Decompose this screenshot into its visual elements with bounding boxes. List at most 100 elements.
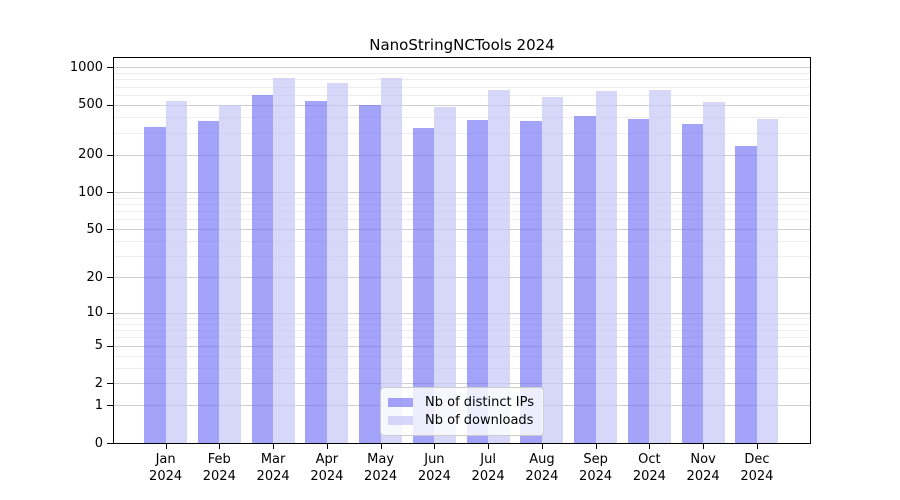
gridline-minor-3: [114, 367, 810, 369]
gridline-major-200: [114, 154, 810, 156]
bar-feb-downloads: [219, 104, 241, 443]
x-axis-month-label-sep: Sep 2024: [579, 452, 613, 484]
gridline-major-100: [114, 192, 810, 193]
bar-jul-downloads: [488, 90, 510, 443]
bar-nov-distinct-ips: [681, 124, 704, 443]
y-axis-tick-mark-200: [107, 154, 113, 156]
y-axis-tick-mark-0: [107, 443, 113, 444]
x-axis-month-label-oct: Oct 2024: [632, 452, 666, 484]
bar-jan-distinct-ips: [144, 126, 166, 443]
y-axis-tick-mark-100: [107, 192, 113, 193]
legend-swatch-distinct-ips: [388, 397, 414, 407]
legend-label-downloads: Nb of downloads: [425, 412, 534, 428]
x-axis-tick-mark-jun: [434, 444, 436, 449]
x-axis-tick-mark-feb: [219, 444, 221, 449]
bar-mar-distinct-ips: [251, 94, 274, 443]
bar-nov-downloads: [703, 101, 725, 443]
bar-mar-downloads: [273, 78, 295, 443]
y-axis-tick-label-20: 20: [86, 269, 103, 285]
bar-jul-distinct-ips: [466, 120, 489, 443]
x-axis-tick-mark-oct: [649, 444, 651, 449]
x-axis-tick-mark-jul: [488, 444, 490, 449]
y-axis-tick-label-10: 10: [86, 305, 103, 321]
gridline-minor-600: [114, 95, 810, 96]
gridline-minor-700: [114, 86, 810, 88]
x-axis-month-label-jun: Jun 2024: [417, 452, 451, 484]
y-axis-tick-label-5: 5: [94, 338, 103, 353]
bar-may-downloads: [380, 78, 403, 443]
gridline-minor-30: [114, 256, 810, 258]
bar-sep-downloads: [595, 91, 618, 443]
bar-apr-distinct-ips: [305, 101, 327, 443]
gridline-minor-8: [114, 323, 810, 325]
y-axis-tick-mark-2: [107, 383, 113, 385]
x-axis-month-label-aug: Aug 2024: [525, 452, 559, 484]
bar-jun-distinct-ips: [412, 127, 435, 443]
x-axis-tick-mark-apr: [326, 444, 328, 449]
bar-oct-downloads: [649, 89, 671, 443]
y-axis-tick-label-1000: 1000: [69, 59, 103, 75]
y-axis-tick-label-2: 2: [94, 375, 103, 391]
gridline-minor-900: [114, 72, 810, 74]
bar-feb-distinct-ips: [197, 120, 220, 443]
x-axis-tick-mark-jan: [165, 444, 167, 449]
legend-swatch-downloads: [388, 415, 414, 425]
x-axis-month-label-may: May 2024: [364, 452, 398, 484]
gridline-minor-40: [114, 241, 810, 242]
gridline-major-2: [114, 383, 810, 385]
legend-label-distinct-ips: Nb of distinct IPs: [425, 394, 534, 410]
legend: Nb of distinct IPs Nb of downloads: [380, 387, 544, 436]
y-axis-tick-label-0: 0: [94, 435, 103, 451]
gridline-minor-4: [114, 355, 810, 357]
bar-dec-downloads: [756, 118, 779, 443]
bar-dec-distinct-ips: [735, 146, 757, 443]
x-axis-tick-mark-sep: [595, 444, 597, 449]
gridline-minor-90: [114, 197, 810, 199]
bar-sep-distinct-ips: [574, 116, 596, 443]
bar-apr-downloads: [326, 83, 349, 443]
gridline-major-50: [114, 229, 810, 231]
gridline-minor-7: [114, 329, 810, 331]
bar-aug-downloads: [541, 97, 564, 443]
y-axis-tick-label-1: 1: [94, 397, 103, 413]
y-axis-tick-mark-20: [107, 277, 113, 279]
bar-aug-distinct-ips: [520, 121, 542, 443]
x-axis-month-label-jul: Jul 2024: [471, 452, 505, 484]
x-axis-tick-mark-may: [380, 444, 382, 449]
gridline-major-10: [114, 312, 810, 314]
gridline-major-20: [114, 277, 810, 279]
gridline-minor-800: [114, 79, 810, 81]
x-axis-month-label-apr: Apr 2024: [310, 452, 344, 484]
plot-area: Nb of distinct IPs Nb of downloads: [113, 57, 811, 444]
x-axis-tick-mark-dec: [756, 444, 758, 449]
legend-row-distinct-ips: Nb of distinct IPs: [388, 393, 534, 411]
gridline-minor-6: [114, 337, 810, 339]
gridline-minor-80: [114, 204, 810, 205]
gridline-minor-60: [114, 219, 810, 221]
gridline-minor-300: [114, 132, 810, 134]
y-axis-tick-label-500: 500: [78, 97, 103, 113]
bar-may-distinct-ips: [359, 105, 381, 443]
x-axis-month-label-nov: Nov 2024: [686, 452, 720, 484]
y-axis-tick-mark-50: [107, 229, 113, 231]
x-axis-tick-mark-aug: [541, 444, 543, 449]
y-axis-tick-label-100: 100: [78, 184, 103, 200]
x-axis-month-label-jan: Jan 2024: [149, 452, 183, 484]
y-axis-tick-mark-1000: [107, 67, 113, 69]
y-axis-tick-mark-500: [107, 104, 113, 106]
gridline-major-5: [114, 345, 810, 347]
gridline-minor-70: [114, 211, 810, 213]
bar-oct-distinct-ips: [627, 119, 650, 443]
bar-jun-downloads: [434, 106, 456, 443]
y-axis-tick-mark-5: [107, 345, 113, 347]
x-axis-month-label-dec: Dec 2024: [740, 452, 774, 484]
gridline-major-1000: [114, 67, 810, 69]
legend-row-downloads: Nb of downloads: [388, 411, 534, 429]
x-axis-tick-mark-nov: [703, 444, 705, 449]
x-axis-month-label-feb: Feb 2024: [202, 452, 236, 484]
y-axis-tick-label-50: 50: [86, 221, 103, 237]
chart-title: NanoStringNCTools 2024: [369, 36, 555, 54]
bar-jan-downloads: [165, 101, 188, 443]
gridline-minor-400: [114, 117, 810, 118]
